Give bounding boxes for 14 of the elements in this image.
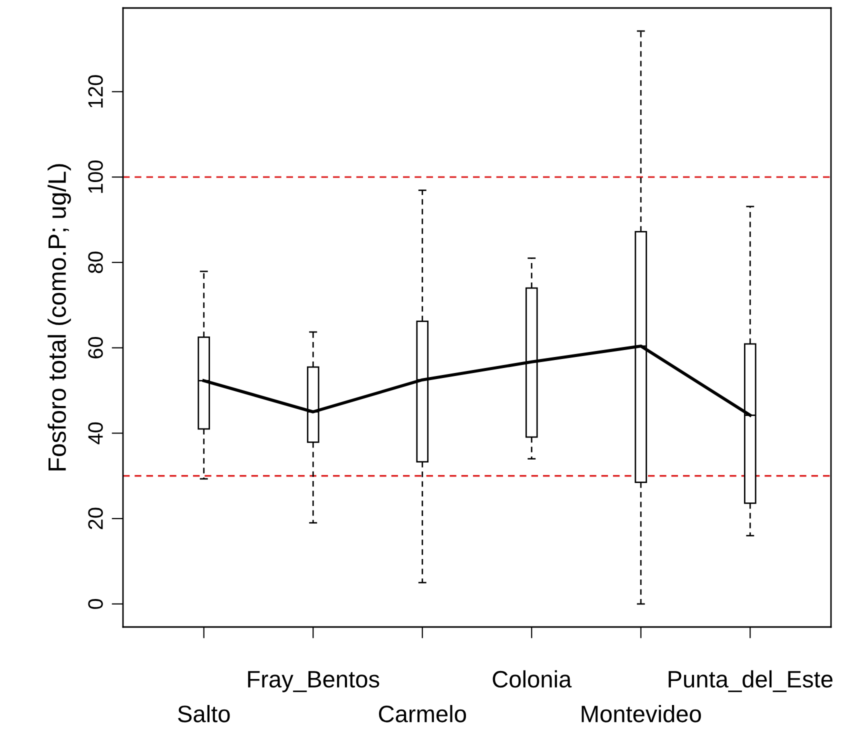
y-tick-label: 60 <box>88 337 103 358</box>
y-tick-label: 0 <box>88 598 103 609</box>
y-tick-label: 20 <box>88 508 103 530</box>
y-tick-label: 80 <box>88 252 103 274</box>
x-tick-label: Salto <box>178 704 230 722</box>
x-tick-label: Colonia <box>492 670 572 688</box>
x-tick-label: Punta_del_Este <box>668 670 832 692</box>
x-tick-label: Montevideo <box>582 704 701 722</box>
y-tick-label: 120 <box>88 75 103 108</box>
y-axis-title: Fosforo total (como.P; ug/L) <box>48 164 71 470</box>
x-tick-label: Fray_Bentos <box>248 671 380 692</box>
y-tick-label: 100 <box>88 160 103 193</box>
y-tick-label: 40 <box>88 422 103 444</box>
x-tick-label: Carmelo <box>378 704 466 722</box>
